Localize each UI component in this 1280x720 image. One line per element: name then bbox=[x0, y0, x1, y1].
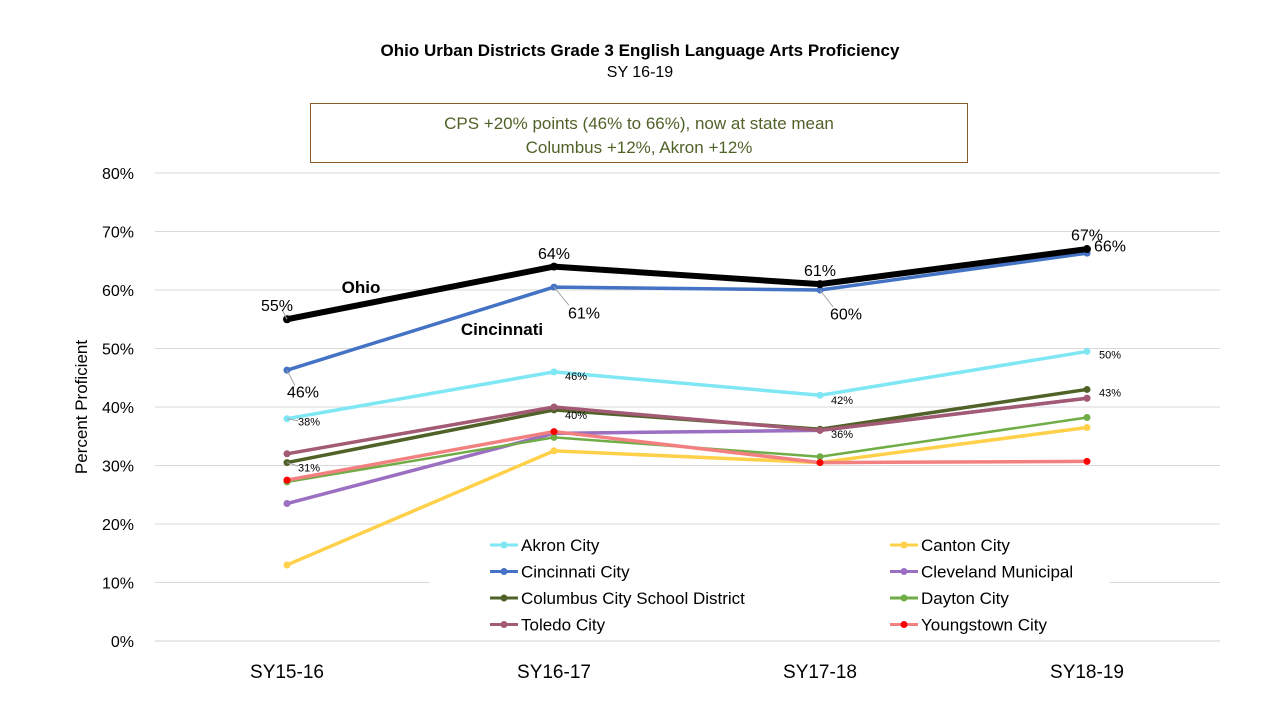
data-label: 43% bbox=[1099, 387, 1121, 399]
data-label: 40% bbox=[565, 410, 587, 422]
leader-line bbox=[281, 309, 288, 320]
y-tick-label: 10% bbox=[102, 576, 134, 593]
data-point-canton-city bbox=[283, 561, 291, 569]
data-label: 55% bbox=[261, 298, 293, 315]
data-label: 60% bbox=[830, 307, 862, 324]
data-label: 61% bbox=[804, 263, 836, 280]
annotation-line-1: CPS +20% points (46% to 66%), now at sta… bbox=[444, 114, 834, 133]
series-label-cincinnati-city: Cincinnati bbox=[461, 320, 543, 339]
series-line-canton-city bbox=[285, 425, 1089, 567]
legend-marker bbox=[500, 568, 508, 575]
x-tick-label: SY17-18 bbox=[783, 662, 857, 683]
data-label: 46% bbox=[565, 371, 587, 383]
data-point-youngstown-city bbox=[816, 459, 824, 467]
legend-background bbox=[430, 530, 1110, 640]
leader-line bbox=[286, 462, 299, 467]
series-label-ohio: Ohio bbox=[342, 278, 381, 297]
data-point-toledo-city bbox=[1083, 394, 1091, 402]
leader-line bbox=[286, 418, 299, 422]
x-tick-label: SY15-16 bbox=[250, 662, 324, 683]
data-label: 38% bbox=[298, 417, 320, 429]
data-label: 42% bbox=[831, 395, 853, 407]
legend-label-cleveland-municipal: Cleveland Municipal bbox=[921, 563, 1073, 582]
data-label: 36% bbox=[831, 429, 853, 441]
series-line-columbus-city-school-district bbox=[285, 387, 1089, 465]
annotation-line-2: Columbus +12%, Akron +12% bbox=[525, 138, 753, 157]
y-tick-label: 30% bbox=[102, 459, 134, 476]
legend-label-dayton-city: Dayton City bbox=[921, 589, 1009, 608]
legend-marker bbox=[500, 594, 508, 602]
x-tick-label: SY16-17 bbox=[517, 662, 591, 683]
legend-marker bbox=[500, 541, 508, 549]
legend-label-cincinnati-city: Cincinnati City bbox=[521, 563, 630, 582]
leader-line bbox=[819, 289, 834, 308]
legend-label-columbus-city-school-district: Columbus City School District bbox=[521, 589, 745, 608]
x-tick-label: SY18-19 bbox=[1050, 662, 1124, 683]
legend-label-canton-city: Canton City bbox=[921, 536, 1010, 555]
data-label: 64% bbox=[538, 246, 570, 263]
series-line-akron-city bbox=[285, 349, 1089, 421]
data-label: 66% bbox=[1094, 239, 1126, 256]
y-tick-label: 60% bbox=[102, 283, 134, 300]
leader-line bbox=[286, 369, 296, 386]
data-label: 50% bbox=[1099, 349, 1121, 361]
series-line-toledo-city bbox=[285, 396, 1089, 456]
data-point-youngstown-city bbox=[1083, 457, 1091, 465]
y-tick-label: 40% bbox=[102, 400, 134, 417]
data-point-dayton-city bbox=[816, 453, 824, 461]
legend-label-youngstown-city: Youngstown City bbox=[921, 616, 1048, 635]
data-point-toledo-city bbox=[550, 403, 558, 411]
y-tick-label: 70% bbox=[102, 225, 134, 242]
series-line-youngstown-city bbox=[285, 429, 1089, 482]
data-label: 67% bbox=[1071, 228, 1103, 245]
data-point-dayton-city bbox=[1083, 414, 1091, 422]
y-tick-label: 0% bbox=[111, 634, 134, 651]
data-point-ohio bbox=[816, 280, 824, 289]
data-point-ohio bbox=[1083, 245, 1091, 254]
leader-line bbox=[553, 286, 570, 306]
data-point-akron-city bbox=[816, 391, 824, 399]
series-line-cincinnati-city bbox=[285, 251, 1089, 372]
y-tick-label: 50% bbox=[102, 342, 134, 359]
data-point-youngstown-city bbox=[283, 476, 291, 484]
chart-subtitle: SY 16-19 bbox=[606, 64, 674, 81]
data-label: 61% bbox=[568, 306, 600, 323]
legend-marker bbox=[900, 568, 908, 575]
data-point-akron-city bbox=[550, 368, 558, 376]
series-line-ohio bbox=[284, 246, 1090, 323]
legend-label-toledo-city: Toledo City bbox=[521, 616, 606, 635]
data-point-cleveland-municipal bbox=[283, 500, 291, 508]
legend-marker bbox=[500, 621, 508, 628]
data-point-canton-city bbox=[1083, 423, 1091, 431]
y-tick-label: 80% bbox=[102, 166, 134, 183]
data-label: 31% bbox=[298, 462, 320, 474]
data-point-toledo-city bbox=[816, 426, 824, 434]
data-point-akron-city bbox=[1083, 347, 1091, 355]
data-point-dayton-city bbox=[550, 433, 558, 441]
data-point-canton-city bbox=[550, 447, 558, 455]
legend-marker bbox=[900, 541, 908, 549]
annotation-box: CPS +20% points (46% to 66%), now at sta… bbox=[310, 103, 968, 163]
data-label: 46% bbox=[287, 385, 319, 402]
legend-label-akron-city: Akron City bbox=[521, 536, 600, 555]
data-point-columbus-city-school-district bbox=[1083, 385, 1091, 393]
y-tick-label: 20% bbox=[102, 517, 134, 534]
y-axis-title: Percent Proficient bbox=[72, 340, 91, 474]
legend-marker bbox=[900, 594, 908, 602]
chart-title: Ohio Urban Districts Grade 3 English Lan… bbox=[380, 41, 900, 60]
data-point-toledo-city bbox=[283, 450, 291, 458]
data-point-ohio bbox=[550, 262, 558, 271]
data-point-youngstown-city bbox=[550, 428, 558, 436]
legend-marker bbox=[900, 621, 908, 628]
